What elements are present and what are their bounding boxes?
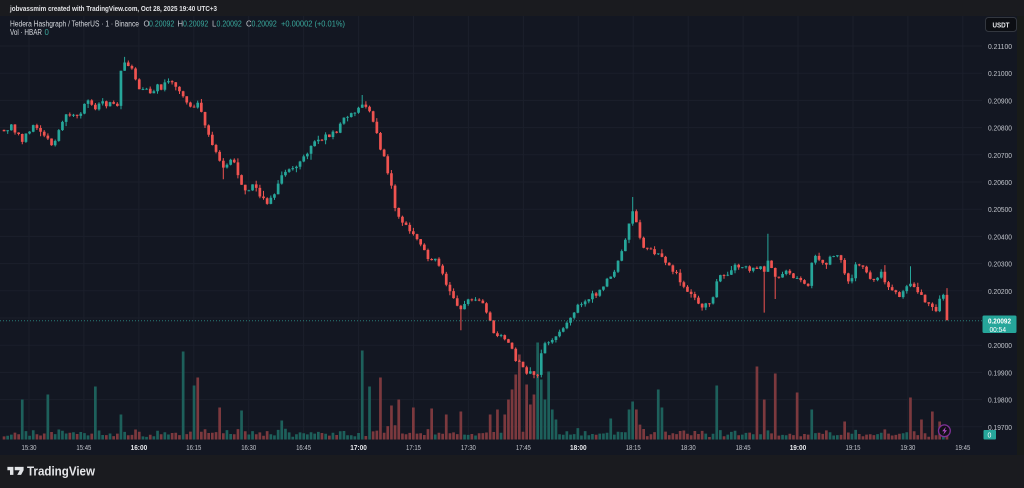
svg-text:19:45: 19:45: [955, 443, 970, 452]
svg-text:Hedera Hashgraph / TetherUS ·: Hedera Hashgraph / TetherUS · 1 · Binanc…: [10, 19, 139, 28]
svg-text:0.20600: 0.20600: [988, 178, 1012, 187]
svg-text:00:54: 00:54: [990, 327, 1007, 334]
svg-text:17:45: 17:45: [516, 443, 531, 452]
svg-text:TradingView: TradingView: [27, 464, 96, 479]
svg-text:+0.00002 (+0.01%): +0.00002 (+0.01%): [281, 19, 345, 28]
svg-text:0.21000: 0.21000: [988, 69, 1012, 78]
svg-text:0.20092: 0.20092: [217, 19, 242, 28]
svg-text:0.19900: 0.19900: [988, 368, 1012, 377]
svg-text:16:00: 16:00: [131, 443, 148, 452]
svg-text:USDT: USDT: [993, 21, 1011, 30]
svg-text:0.19800: 0.19800: [988, 396, 1012, 405]
svg-text:0.20800: 0.20800: [988, 124, 1012, 133]
svg-text:16:30: 16:30: [241, 443, 256, 452]
svg-text:15:30: 15:30: [22, 443, 37, 452]
svg-text:0.20092: 0.20092: [988, 317, 1011, 326]
svg-text:0.20500: 0.20500: [988, 205, 1012, 214]
svg-text:17:30: 17:30: [461, 443, 476, 452]
svg-text:18:45: 18:45: [736, 443, 751, 452]
svg-text:0.20092: 0.20092: [183, 19, 208, 28]
svg-text:16:15: 16:15: [186, 443, 201, 452]
svg-text:L: L: [212, 19, 217, 28]
svg-text:0.20000: 0.20000: [988, 341, 1012, 350]
svg-text:19:00: 19:00: [790, 443, 807, 452]
svg-text:0: 0: [45, 28, 50, 37]
svg-text:15:45: 15:45: [76, 443, 91, 452]
svg-text:Vol · HBAR: Vol · HBAR: [10, 28, 42, 37]
svg-text:0.19700: 0.19700: [988, 423, 1012, 432]
svg-text:18:15: 18:15: [626, 443, 641, 452]
svg-text:17:15: 17:15: [406, 443, 421, 452]
svg-text:C: C: [246, 19, 252, 28]
svg-text:0.20092: 0.20092: [149, 19, 174, 28]
svg-text:0.20700: 0.20700: [988, 151, 1012, 160]
svg-text:16:45: 16:45: [296, 443, 311, 452]
svg-text:0.21100: 0.21100: [988, 42, 1012, 51]
svg-text:0: 0: [988, 433, 992, 440]
svg-text:0.20400: 0.20400: [988, 232, 1012, 241]
svg-text:0.20092: 0.20092: [252, 19, 277, 28]
svg-text:18:00: 18:00: [570, 443, 587, 452]
svg-text:0.20300: 0.20300: [988, 260, 1012, 269]
svg-text:H: H: [178, 19, 184, 28]
svg-text:0.20900: 0.20900: [988, 96, 1012, 105]
svg-text:jobvassmim created with Tradin: jobvassmim created with TradingView.com,…: [9, 4, 217, 13]
svg-text:O: O: [144, 19, 150, 28]
svg-text:0.20200: 0.20200: [988, 287, 1012, 296]
svg-text:18:30: 18:30: [681, 443, 696, 452]
svg-text:19:30: 19:30: [900, 443, 915, 452]
svg-text:17:00: 17:00: [350, 443, 367, 452]
svg-text:19:15: 19:15: [846, 443, 861, 452]
